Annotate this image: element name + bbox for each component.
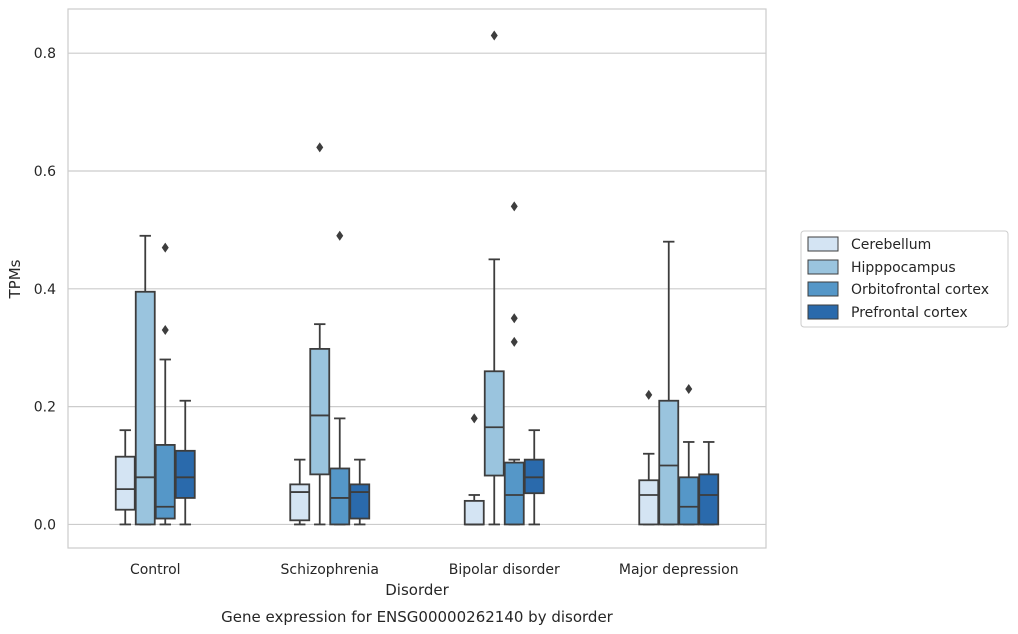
y-tick-label: 0.8 xyxy=(34,46,56,62)
y-tick-label: 0.2 xyxy=(34,400,56,416)
box-iqr xyxy=(658,399,680,526)
box-iqr xyxy=(134,290,156,526)
outlier-point xyxy=(161,325,169,336)
box-iqr xyxy=(289,483,311,522)
box-iqr xyxy=(698,473,720,526)
y-tick-label: 0.0 xyxy=(34,517,56,533)
outlier-point xyxy=(470,413,478,424)
box-1-0 xyxy=(134,234,156,526)
box-iqr xyxy=(114,455,136,511)
legend: Cerebellum Hipppocampus Orbitofrontal co… xyxy=(800,230,1009,328)
y-tick-label: 0.4 xyxy=(34,282,56,298)
outlier-point xyxy=(510,313,518,324)
y-tick-label: 0.6 xyxy=(34,164,56,180)
box-3-0 xyxy=(174,399,196,526)
outlier-point xyxy=(510,336,518,347)
outlier-point xyxy=(685,383,693,394)
box-1-2 xyxy=(483,30,505,526)
legend-frame xyxy=(800,230,1009,328)
box-1-1 xyxy=(309,142,331,526)
legend-swatch-prefrontal xyxy=(807,304,839,320)
outlier-point xyxy=(490,30,498,41)
outlier-point xyxy=(645,389,653,400)
box-iqr xyxy=(329,467,351,526)
legend-swatch-hippocampus xyxy=(807,259,839,275)
box-iqr xyxy=(638,479,660,526)
chart-caption: Gene expression for ENSG00000262140 by d… xyxy=(221,608,614,626)
box-0-3 xyxy=(638,389,660,526)
box-iqr xyxy=(503,461,525,526)
box-iqr xyxy=(678,476,700,526)
x-tick-labels: Control Schizophrenia Bipolar disorder Majo… xyxy=(130,562,739,578)
box-iqr xyxy=(349,483,371,520)
box-iqr xyxy=(174,449,196,499)
legend-label-prefrontal: Prefrontal cortex xyxy=(851,305,968,321)
box-1-3 xyxy=(658,240,680,526)
box-iqr xyxy=(154,444,176,520)
box-3-1 xyxy=(349,458,371,526)
box-0-0 xyxy=(114,429,136,526)
x-tick-label: Major depression xyxy=(619,562,739,578)
x-axis-label: Disorder xyxy=(385,581,449,599)
legend-swatch-cerebellum xyxy=(807,236,839,252)
box-iqr xyxy=(483,370,505,477)
box-2-3 xyxy=(678,383,700,526)
y-axis-label: TPMs xyxy=(6,259,24,299)
box-0-2 xyxy=(463,413,485,526)
legend-swatch-orbitofrontal xyxy=(807,281,839,297)
x-tick-label: Bipolar disorder xyxy=(449,562,560,578)
x-tick-label: Schizophrenia xyxy=(281,562,379,578)
boxes xyxy=(114,30,720,526)
box-iqr xyxy=(463,499,485,526)
x-tick-label: Control xyxy=(130,562,181,578)
plot-frame xyxy=(67,8,767,549)
legend-label-orbitofrontal: Orbitofrontal cortex xyxy=(851,282,989,298)
box-3-3 xyxy=(698,441,720,526)
legend-label-hippocampus: Hipppocampus xyxy=(851,260,956,276)
outlier-point xyxy=(510,201,518,212)
box-2-0 xyxy=(154,242,176,526)
box-3-2 xyxy=(523,429,545,526)
box-iqr xyxy=(309,347,331,476)
box-2-2 xyxy=(503,201,525,526)
outlier-point xyxy=(336,230,344,241)
box-2-1 xyxy=(329,230,351,526)
outlier-point xyxy=(316,142,324,153)
box-0-1 xyxy=(289,458,311,526)
outlier-point xyxy=(161,242,169,253)
y-tick-labels: 0.0 0.2 0.4 0.6 0.8 xyxy=(34,46,56,533)
legend-label-cerebellum: Cerebellum xyxy=(851,237,931,253)
